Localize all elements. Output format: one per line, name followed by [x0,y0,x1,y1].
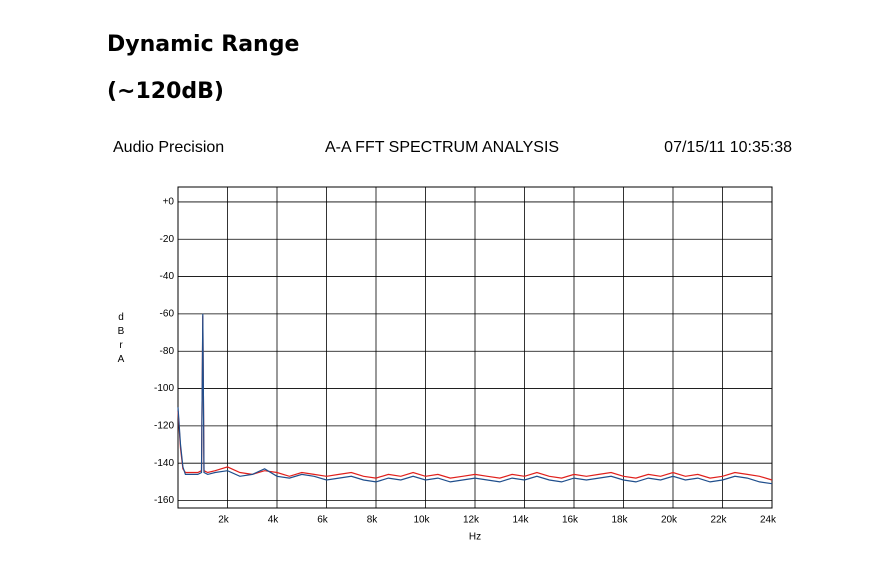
x-tick-label: 16k [562,515,579,526]
y-tick-label: -40 [160,271,175,282]
header-right: 07/15/11 10:35:38 [664,139,792,156]
y-tick-label: -160 [154,495,174,506]
x-tick-label: 14k [512,515,529,526]
chart-title: Dynamic Range [107,32,299,57]
x-tick-label: 12k [463,515,480,526]
x-tick-label: 20k [661,515,678,526]
x-tick-label: 10k [413,515,430,526]
chart-subtitle: (~120dB) [107,79,224,104]
y-axis-label: dBr A [117,312,125,365]
header-center: A-A FFT SPECTRUM ANALYSIS [325,139,559,156]
x-tick-label: 6k [317,515,329,526]
x-tick-label: 22k [710,515,727,526]
y-tick-label: -80 [160,346,175,357]
x-axis-label: Hz [469,532,481,543]
x-tick-label: 4k [268,515,280,526]
x-tick-label: 24k [760,515,777,526]
header-left: Audio Precision [113,139,224,156]
y-tick-label: -20 [160,234,175,245]
x-tick-label: 18k [611,515,628,526]
y-tick-label: +0 [163,197,175,208]
x-tick-label: 8k [367,515,379,526]
y-tick-label: -100 [154,383,174,394]
series-line [177,315,773,481]
y-tick-label: -60 [160,309,175,320]
x-tick-label: 2k [218,515,230,526]
series-line [177,313,773,485]
y-tick-label: -140 [154,458,174,469]
y-tick-label: -120 [154,421,174,432]
